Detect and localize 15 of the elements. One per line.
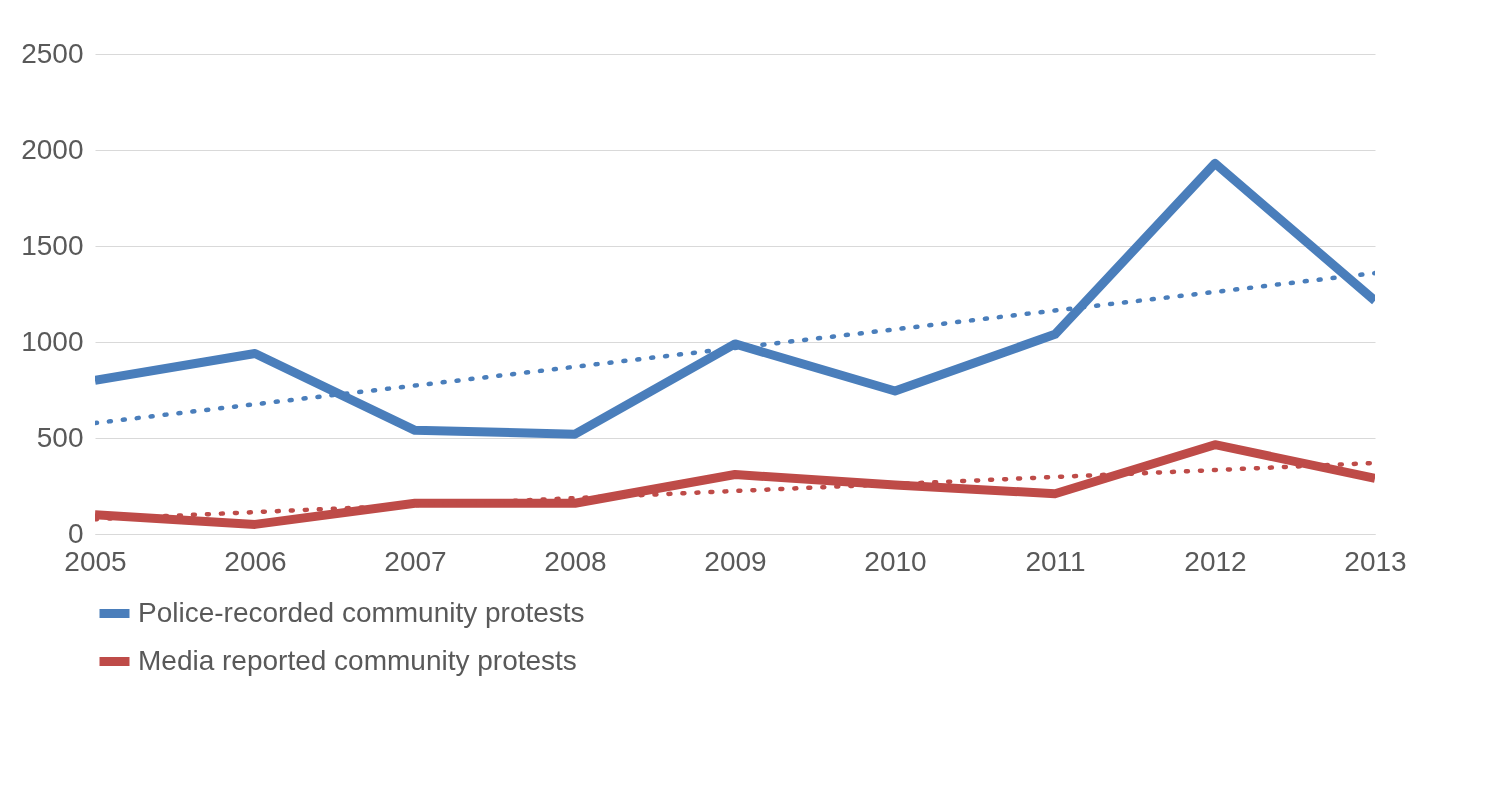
- x-tick-label: 2010: [864, 545, 927, 577]
- legend-label: Police-recorded community protests: [138, 596, 585, 628]
- y-tick-label: 1500: [21, 229, 84, 261]
- legend-label: Media reported community protests: [138, 644, 577, 676]
- x-tick-label: 2009: [704, 545, 767, 577]
- y-tick-label: 2000: [21, 133, 84, 165]
- y-tick-label: 500: [36, 421, 84, 453]
- x-tick-label: 2012: [1184, 545, 1247, 577]
- x-tick-label: 2006: [224, 545, 287, 577]
- x-tick-label: 2007: [384, 545, 447, 577]
- x-tick-label: 2013: [1344, 545, 1407, 577]
- y-tick-label: 1000: [21, 325, 84, 357]
- x-tick-label: 2011: [1025, 545, 1086, 577]
- x-tick-label: 2008: [544, 545, 607, 577]
- y-tick-label: 2500: [21, 37, 84, 69]
